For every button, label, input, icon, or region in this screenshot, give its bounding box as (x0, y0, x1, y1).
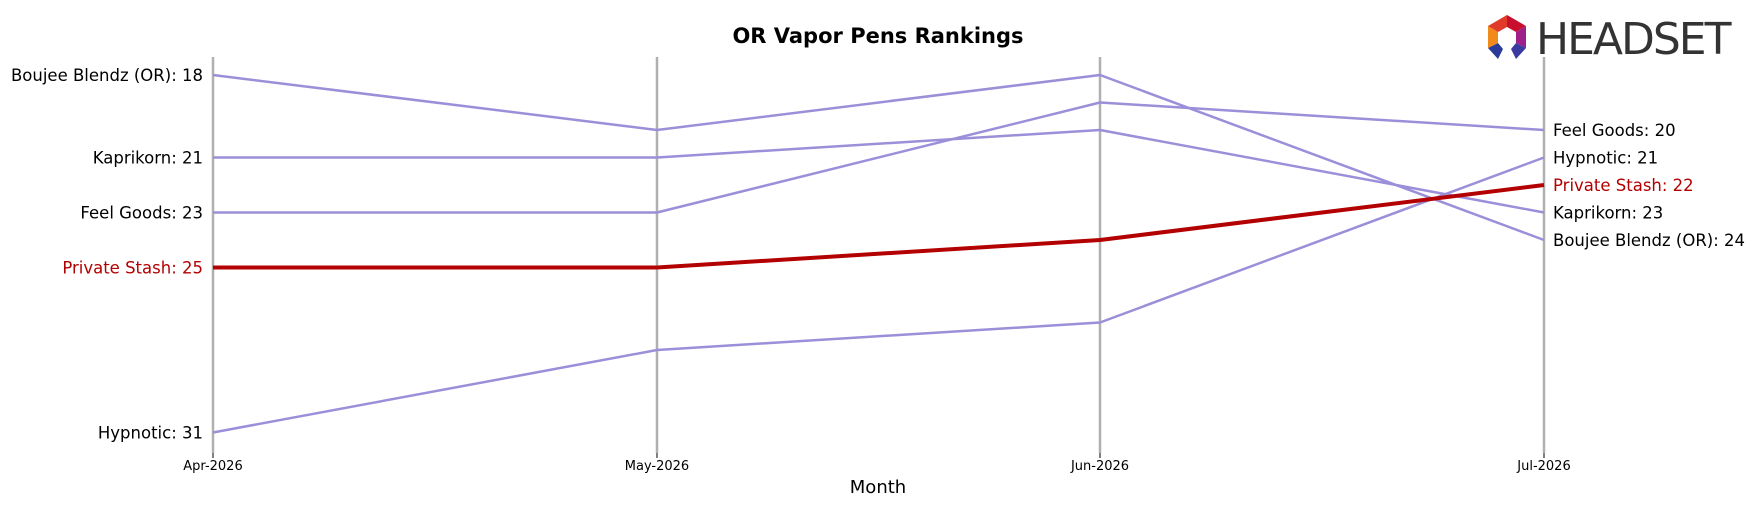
x-tick-label: Jun-2026 (1070, 459, 1129, 474)
logo-text: HEADSET (1536, 14, 1732, 65)
series-line-kaprikorn (213, 128, 1545, 214)
series-line-private-stash (213, 183, 1545, 270)
x-tick-label: Apr-2026 (183, 459, 242, 474)
start-label-feel-goods: Feel Goods: 23 (80, 204, 203, 223)
series-line-boujee-blendz-or (212, 73, 1545, 242)
end-label-boujee-blendz-or: Boujee Blendz (OR): 24 (1553, 231, 1745, 250)
x-tick-label: May-2026 (625, 459, 689, 474)
start-label-kaprikorn: Kaprikorn: 21 (93, 149, 203, 168)
x-tick-label: Jul-2026 (1516, 459, 1570, 474)
end-label-private-stash: Private Stash: 22 (1553, 176, 1694, 195)
chart-title: OR Vapor Pens Rankings (732, 24, 1023, 48)
series-lines (212, 73, 1545, 434)
series-line-hypnotic (212, 156, 1545, 434)
end-label-feel-goods: Feel Goods: 20 (1553, 121, 1676, 140)
end-label-kaprikorn: Kaprikorn: 23 (1553, 204, 1663, 223)
month-gridlines (211, 57, 1546, 453)
headset-hexagon-icon (1488, 15, 1526, 59)
start-label-boujee-blendz-or: Boujee Blendz (OR): 18 (11, 66, 203, 85)
x-axis-ticks: Apr-2026 May-2026 Jun-2026 Jul-2026 (183, 453, 1571, 474)
end-labels: Boujee Blendz (OR): 24 Kaprikorn: 23 Feel … (1553, 121, 1745, 250)
start-labels: Boujee Blendz (OR): 18 Kaprikorn: 21 Feel … (11, 66, 203, 443)
start-label-private-stash: Private Stash: 25 (62, 259, 203, 278)
series-line-feel-goods (213, 101, 1545, 214)
end-label-hypnotic: Hypnotic: 21 (1553, 149, 1658, 168)
start-label-hypnotic: Hypnotic: 31 (98, 424, 203, 443)
x-axis-label: Month (850, 477, 906, 498)
headset-logo: HEADSET (1488, 14, 1734, 65)
